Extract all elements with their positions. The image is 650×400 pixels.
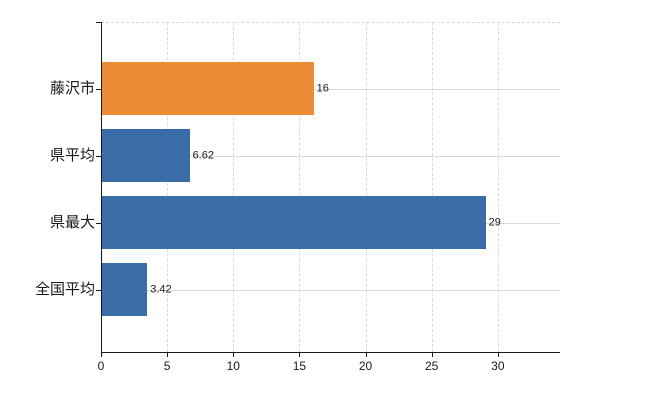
v-gridline bbox=[497, 22, 499, 352]
bar-value-label: 3.42 bbox=[150, 283, 172, 295]
v-gridline bbox=[167, 22, 169, 352]
bar bbox=[102, 263, 148, 316]
bar bbox=[102, 196, 486, 249]
x-tick-mark bbox=[365, 353, 367, 357]
bar-value-label: 29 bbox=[488, 216, 501, 228]
h-gridline bbox=[102, 289, 560, 291]
y-tick-mark bbox=[96, 155, 101, 157]
x-tick-label: 10 bbox=[226, 359, 240, 373]
x-tick-mark bbox=[167, 353, 169, 357]
v-gridline bbox=[365, 22, 367, 352]
x-tick-label: 0 bbox=[97, 359, 105, 373]
x-tick-label: 5 bbox=[163, 359, 171, 373]
y-tick-mark bbox=[96, 222, 101, 224]
y-axis-line bbox=[101, 22, 102, 352]
x-tick-mark bbox=[497, 353, 499, 357]
category-label: 藤沢市 bbox=[49, 79, 95, 97]
bar bbox=[102, 129, 190, 182]
y-axis-top-tick bbox=[96, 22, 101, 23]
v-gridline bbox=[299, 22, 301, 352]
x-tick-mark bbox=[431, 353, 433, 357]
plot-top-border bbox=[101, 22, 560, 23]
bar-value-label: 6.62 bbox=[192, 149, 214, 161]
y-tick-mark bbox=[96, 88, 101, 90]
x-tick-label: 25 bbox=[425, 359, 439, 373]
x-tick-label: 20 bbox=[358, 359, 373, 373]
x-tick-mark bbox=[299, 353, 301, 357]
x-tick-mark bbox=[101, 353, 102, 357]
v-gridline bbox=[233, 22, 235, 352]
bar bbox=[102, 62, 314, 115]
category-label: 全国平均 bbox=[34, 280, 95, 298]
x-tick-label: 15 bbox=[292, 359, 307, 373]
v-gridline bbox=[431, 22, 433, 352]
x-tick-label: 30 bbox=[491, 359, 505, 373]
y-tick-mark bbox=[96, 289, 101, 291]
category-label: 県平均 bbox=[49, 146, 95, 164]
bar-value-label: 16 bbox=[316, 82, 329, 94]
h-gridline bbox=[102, 155, 560, 157]
x-axis-line bbox=[101, 352, 560, 353]
x-tick-mark bbox=[233, 353, 235, 357]
category-label: 県最大 bbox=[49, 213, 95, 231]
h-gridline bbox=[102, 88, 560, 90]
